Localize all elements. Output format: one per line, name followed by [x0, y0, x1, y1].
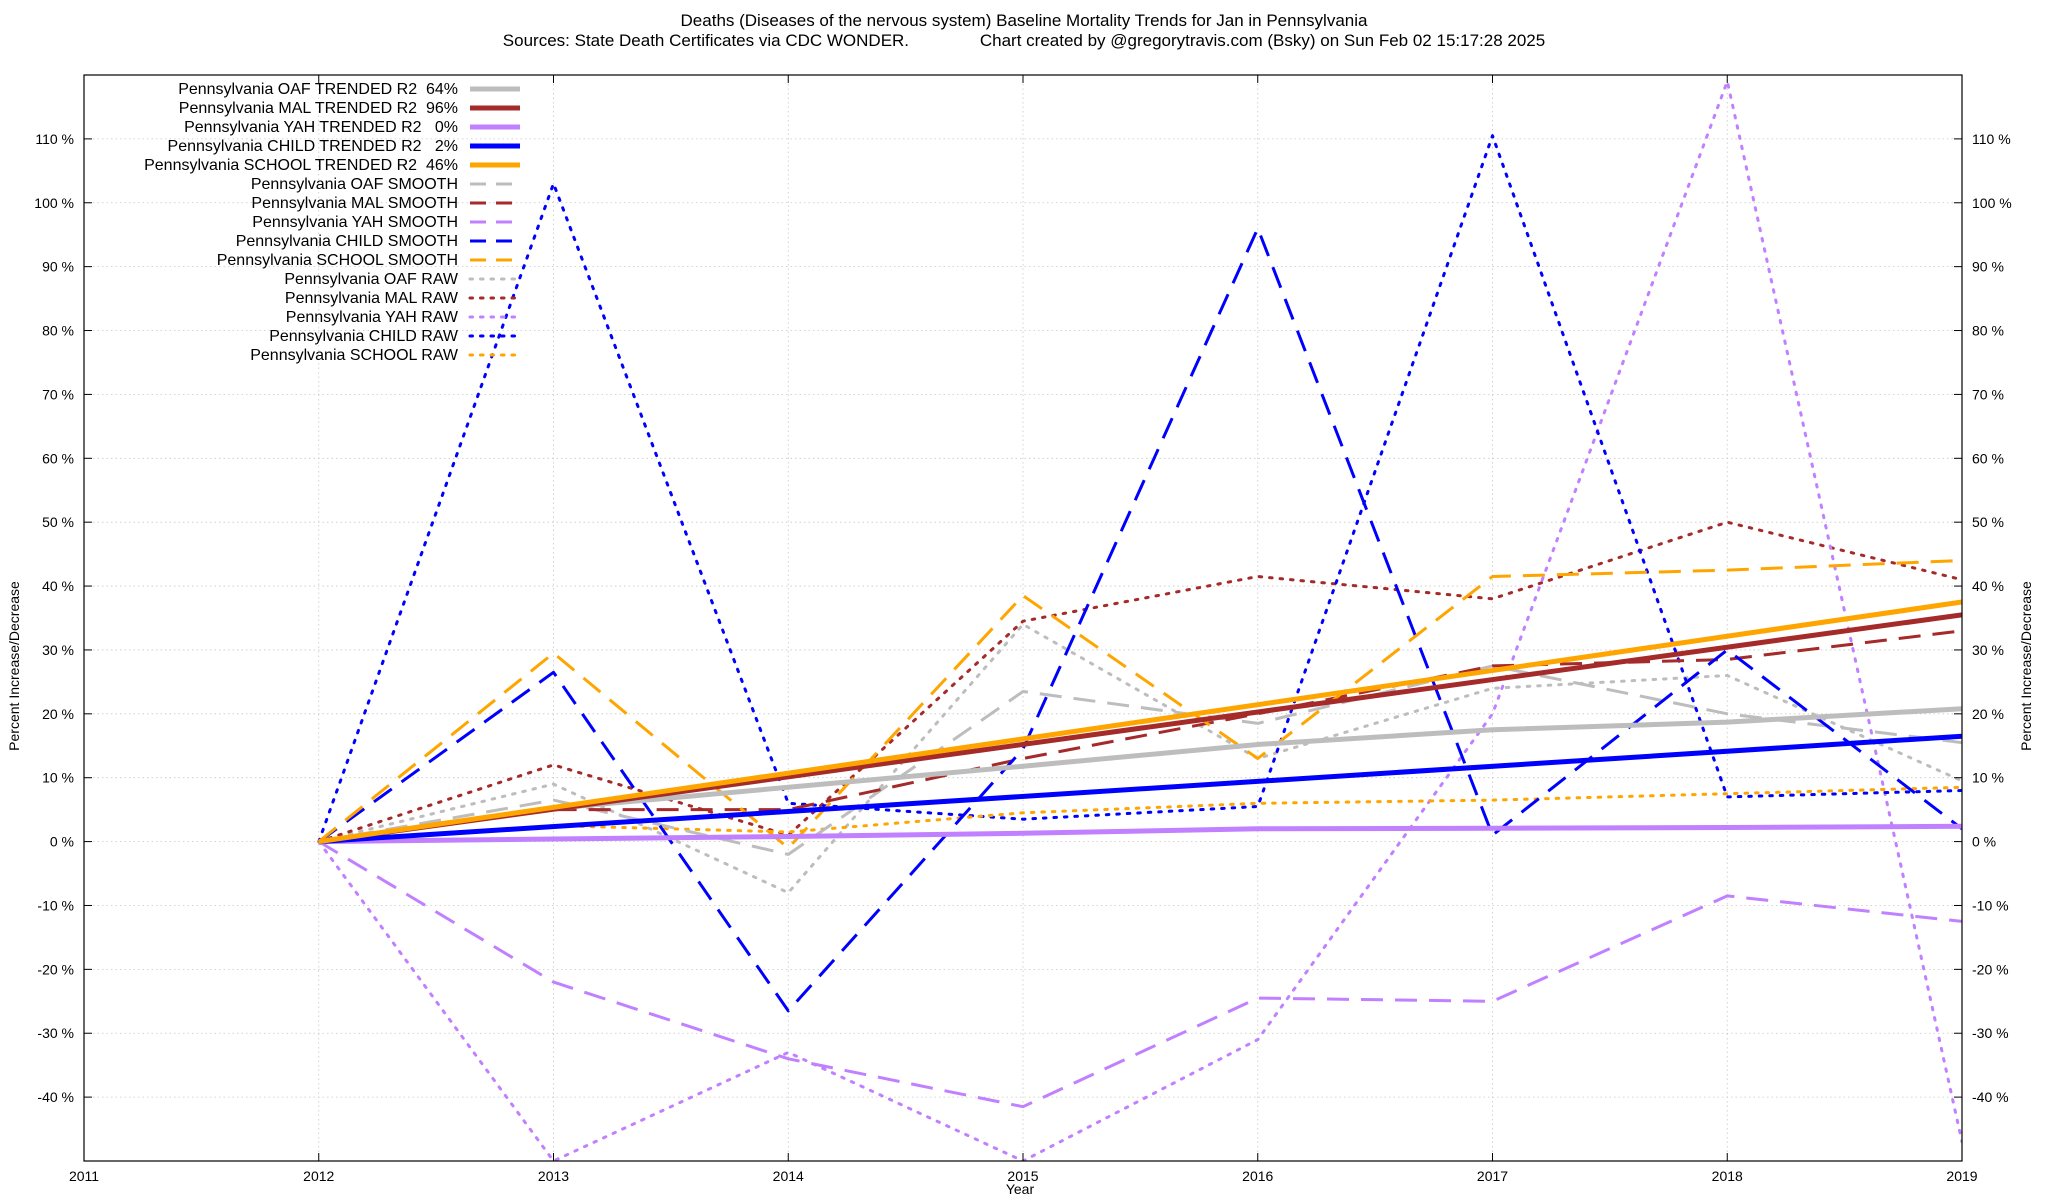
y-tick-label-right: 0 % — [1972, 834, 1996, 850]
y-tick-label-right: -10 % — [1972, 897, 2009, 913]
y-tick-label-left: 10 % — [42, 770, 74, 786]
y-tick-label-left: 100 % — [34, 195, 74, 211]
legend-label: Pennsylvania MAL RAW — [285, 290, 459, 307]
series-line-7 — [318, 840, 1962, 1109]
series-line-3 — [318, 733, 1962, 845]
y-tick-label-right: 20 % — [1972, 706, 2004, 722]
y-tick-label-left: -40 % — [37, 1089, 74, 1105]
x-tick-label: 2012 — [303, 1168, 334, 1184]
legend-label: Pennsylvania YAH RAW — [286, 309, 459, 326]
y-tick-label-right: 40 % — [1972, 578, 2004, 594]
y-tick-label-left: 20 % — [42, 706, 74, 722]
y-tick-label-right: 80 % — [1972, 323, 2004, 339]
y-tick-label-right: 70 % — [1972, 386, 2004, 402]
chart-subtitle: Sources: State Death Certificates via CD… — [503, 31, 1545, 50]
axis-ticks: 2011 2012 2013 2014 2015 2016 2017 2018 2019 -40 … — [34, 75, 2012, 1184]
y-tick-label-left: 90 % — [42, 259, 74, 275]
legend-label: Pennsylvania YAH SMOOTH — [252, 214, 458, 231]
y-tick-label-left: 0 % — [50, 834, 74, 850]
x-tick-label: 2013 — [538, 1168, 569, 1184]
y-tick-label-left: 70 % — [42, 386, 74, 402]
x-tick-label: 2016 — [1242, 1168, 1273, 1184]
legend-label: Pennsylvania MAL SMOOTH — [251, 195, 458, 212]
legend-label: Pennsylvania SCHOOL RAW — [250, 347, 459, 364]
x-tick-label: 2011 — [69, 1168, 99, 1184]
y-tick-label-right: 110 % — [1972, 131, 2011, 147]
series-layer — [317, 79, 1962, 1161]
x-tick-label: 2017 — [1477, 1168, 1508, 1184]
legend-label: Pennsylvania YAH TRENDED R2 0% — [184, 119, 458, 136]
y-tick-label-right: 50 % — [1972, 514, 2004, 530]
y-tick-label-left: -10 % — [37, 897, 74, 913]
y-tick-label-left: 110 % — [35, 131, 74, 147]
legend-label: Pennsylvania OAF RAW — [284, 271, 459, 288]
x-tick-label: 2015 — [1007, 1168, 1038, 1184]
y-tick-label-right: 10 % — [1972, 770, 2004, 786]
y-tick-label-left: 50 % — [42, 514, 74, 530]
y-tick-label-right: -20 % — [1972, 961, 2009, 977]
legend-label: Pennsylvania SCHOOL TRENDED R2 46% — [144, 157, 458, 174]
legend-label: Pennsylvania CHILD SMOOTH — [236, 233, 458, 250]
y-tick-label-left: 40 % — [42, 578, 74, 594]
y-axis-label-left: Percent Increase/Decrease — [6, 581, 22, 751]
y-tick-label-right: 60 % — [1972, 450, 2004, 466]
y-tick-label-right: -30 % — [1972, 1025, 2009, 1041]
y-tick-label-left: -20 % — [37, 961, 74, 977]
series-line-9 — [317, 559, 1962, 850]
series-line-4 — [318, 599, 1962, 845]
legend: Pennsylvania OAF TRENDED R2 64% Pennsylva… — [144, 81, 522, 364]
legend-label: Pennsylvania CHILD RAW — [269, 328, 459, 345]
x-tick-label: 2019 — [1946, 1168, 1977, 1184]
y-tick-label-left: 80 % — [42, 323, 74, 339]
series-line-11 — [317, 520, 1962, 844]
series-line-8 — [317, 226, 1962, 1013]
legend-label: Pennsylvania MAL TRENDED R2 96% — [179, 100, 458, 117]
y-tick-label-left: 30 % — [42, 642, 74, 658]
y-tick-label-right: 90 % — [1972, 259, 2004, 275]
x-tick-label: 2014 — [773, 1168, 804, 1184]
legend-label: Pennsylvania SCHOOL SMOOTH — [217, 252, 458, 269]
y-tick-label-right: 30 % — [1972, 642, 2004, 658]
legend-label: Pennsylvania OAF TRENDED R2 64% — [178, 81, 458, 98]
y-tick-label-left: -30 % — [37, 1025, 74, 1041]
x-axis-label: Year — [1006, 1181, 1035, 1197]
y-tick-label-right: 100 % — [1972, 195, 2012, 211]
y-tick-label-right: -40 % — [1972, 1089, 2009, 1105]
legend-label: Pennsylvania CHILD TRENDED R2 2% — [168, 138, 458, 155]
series-line-13 — [317, 134, 1962, 844]
series-line-6 — [318, 629, 1962, 844]
y-tick-label-left: 60 % — [42, 450, 74, 466]
y-axis-label-right: Percent Increase/Decrease — [2018, 581, 2034, 751]
series-line-2 — [318, 823, 1962, 845]
x-tick-label: 2018 — [1712, 1168, 1743, 1184]
series-line-12 — [317, 79, 1962, 1161]
chart-title: Deaths (Diseases of the nervous system) … — [681, 11, 1368, 30]
series-line-14 — [317, 785, 1962, 844]
legend-label: Pennsylvania OAF SMOOTH — [251, 176, 458, 193]
